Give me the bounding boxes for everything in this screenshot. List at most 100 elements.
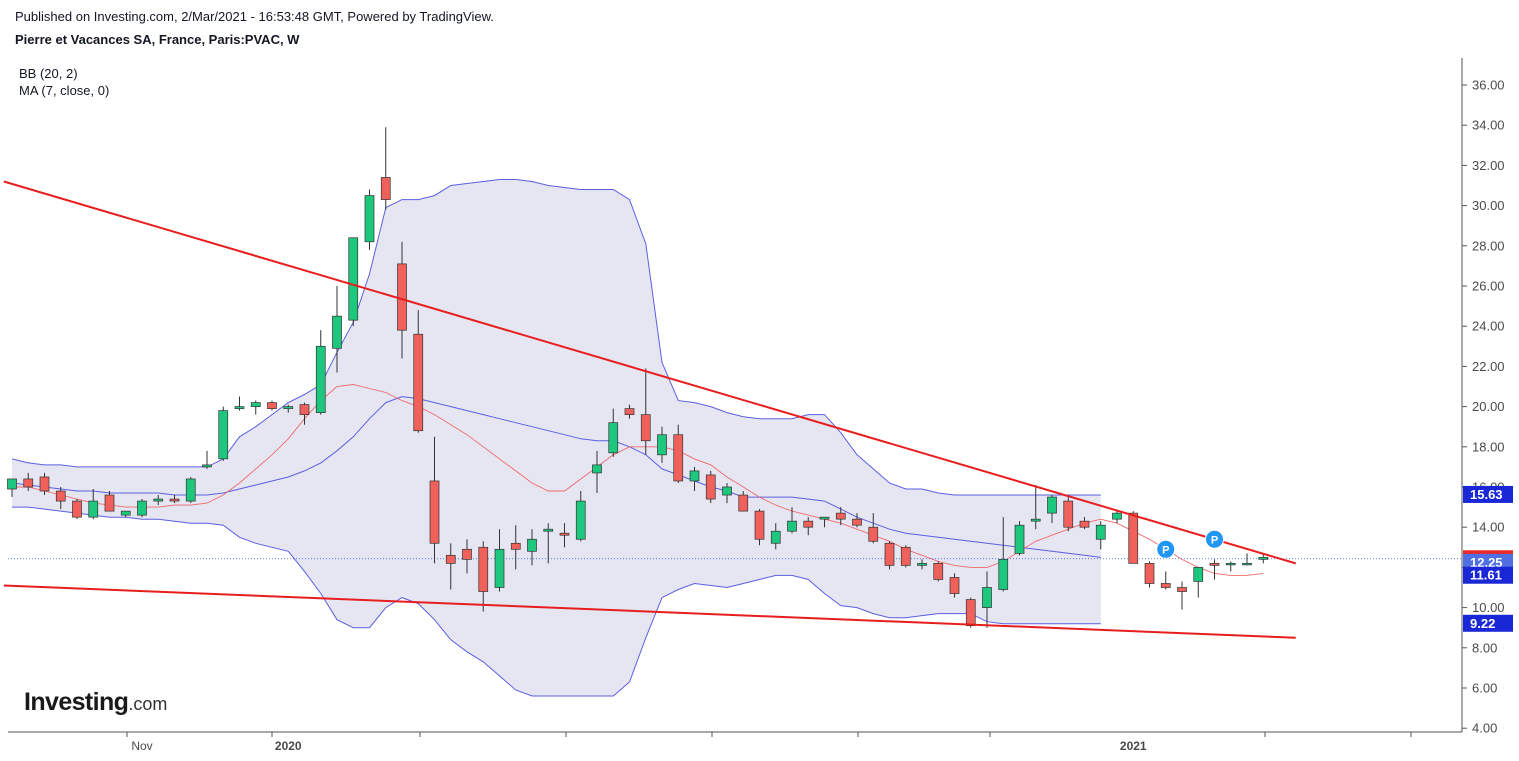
candle-body [1144, 563, 1155, 584]
candle-body [1209, 563, 1220, 566]
candle-body [478, 546, 489, 592]
candle [917, 559, 927, 570]
candle [868, 513, 879, 544]
price-tag: 9.22 [1463, 614, 1513, 632]
candle [153, 495, 164, 506]
indicator-ma-label[interactable]: MA (7, close, 0) [19, 83, 110, 98]
candle [267, 400, 277, 411]
candle-body [738, 494, 749, 512]
candle-body [7, 478, 17, 490]
candle-body [202, 464, 212, 468]
candle [803, 517, 814, 536]
candle [575, 491, 586, 542]
pivot-markers[interactable]: PP [1156, 529, 1224, 559]
candle-body [705, 474, 716, 500]
candle [332, 286, 342, 373]
price-tag-label: 11.61 [1470, 568, 1502, 583]
y-tick-label: 14.00 [1472, 520, 1505, 535]
published-caption: Published on Investing.com, 2/Mar/2021 -… [15, 9, 494, 24]
investing-logo: Investing.com [24, 688, 167, 717]
price-tag: 12.25 [1463, 553, 1513, 571]
candle-body [185, 478, 196, 502]
y-tick-label: 24.00 [1472, 319, 1505, 334]
trendlines[interactable] [3, 180, 1297, 639]
candle [185, 476, 196, 504]
candle [705, 470, 716, 504]
trendline-1[interactable] [3, 180, 1297, 565]
candle [348, 237, 359, 327]
candle [819, 516, 830, 528]
pivot-marker[interactable]: P [1205, 529, 1224, 549]
candle-body [153, 498, 164, 502]
candle-body [1095, 524, 1106, 540]
candle-body [88, 500, 99, 518]
candle [88, 489, 99, 520]
candle-body [348, 237, 359, 321]
candle [543, 523, 554, 564]
candle [689, 466, 700, 492]
candle-body [1014, 524, 1025, 554]
candle-body [1193, 567, 1204, 582]
candle [1177, 581, 1187, 610]
candle-body [787, 520, 797, 532]
candle-body [592, 464, 602, 474]
y-tick-label: 8.00 [1472, 640, 1497, 655]
y-tick-label: 20.00 [1472, 399, 1505, 414]
candle [1030, 484, 1041, 530]
candle [23, 472, 34, 492]
candle [657, 426, 667, 463]
candle-body [1258, 556, 1269, 560]
candle [1225, 561, 1236, 572]
x-tick-label: 2021 [1120, 739, 1147, 753]
candle-body [299, 404, 310, 415]
candle [364, 189, 375, 250]
bb-lower-line [12, 506, 1101, 697]
candle [852, 513, 862, 528]
candle-body [852, 518, 862, 526]
candle-body [819, 516, 830, 520]
candle [640, 368, 651, 455]
candle [624, 404, 635, 419]
candle [510, 525, 521, 570]
candle [1063, 497, 1074, 532]
candle-body [364, 195, 375, 243]
candle [1193, 567, 1204, 598]
candle-body [429, 480, 440, 544]
candle-body [55, 490, 66, 502]
x-tick-label: Nov [131, 739, 152, 753]
pivot-marker[interactable]: P [1156, 539, 1176, 559]
candle [900, 545, 911, 568]
candle-body [510, 542, 521, 550]
candle-body [1160, 583, 1171, 588]
candle-body [380, 177, 391, 200]
candle-body [72, 500, 82, 518]
candle [1160, 571, 1171, 590]
candle-body [1047, 496, 1057, 514]
axes: 36.00 34.00 32.00 30.00 28.00 26.00 24.00 22.00… [8, 58, 1505, 753]
candle [1047, 495, 1057, 524]
candle [299, 402, 310, 425]
indicator-bb-label[interactable]: BB (20, 2) [19, 66, 78, 81]
chart-title: Pierre et Vacances SA, France, Paris:PVA… [15, 32, 300, 47]
candle-body [900, 546, 911, 566]
candle [608, 408, 619, 457]
candle-body [835, 512, 846, 520]
candle-body [137, 500, 147, 516]
y-tick-label: 18.00 [1472, 439, 1505, 454]
y-tick-label: 22.00 [1472, 359, 1505, 374]
x-tick-label: 2020 [275, 739, 302, 753]
y-tick-label: 10.00 [1472, 600, 1505, 615]
candle-body [169, 498, 180, 502]
candle [137, 499, 147, 518]
candle-body [494, 548, 505, 588]
candle [104, 491, 115, 512]
candle-body [722, 486, 732, 496]
candle-body [462, 548, 472, 560]
pivot-circle [1205, 529, 1224, 549]
candle [592, 450, 602, 494]
candle-body [527, 538, 537, 552]
trendline-2[interactable] [3, 584, 1296, 639]
candle [998, 517, 1009, 592]
bollinger-band-area [12, 179, 1101, 696]
